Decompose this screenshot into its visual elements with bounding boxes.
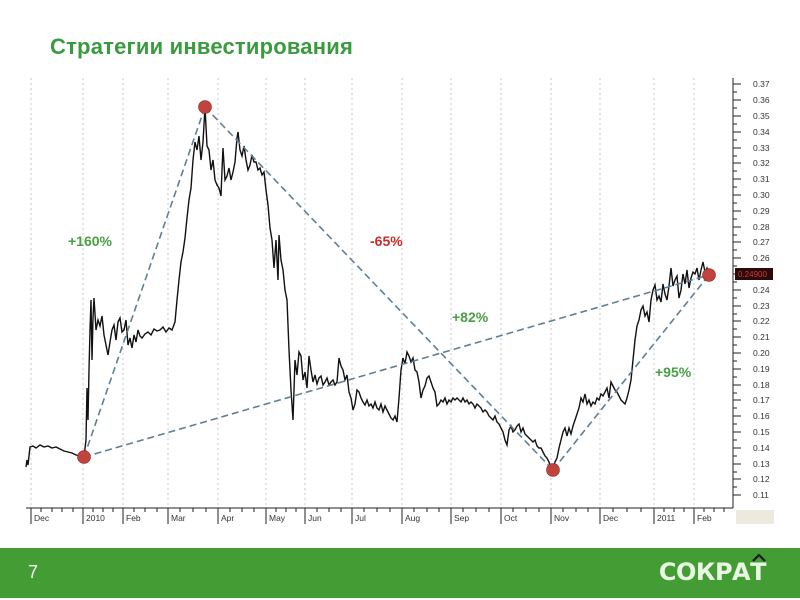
svg-text:2010: 2010 xyxy=(86,513,105,523)
svg-text:0.34: 0.34 xyxy=(753,127,770,137)
svg-text:Feb: Feb xyxy=(126,513,141,523)
svg-text:May: May xyxy=(269,513,286,523)
svg-text:0.20: 0.20 xyxy=(753,348,770,358)
svg-text:Jul: Jul xyxy=(355,513,366,523)
svg-text:0.21: 0.21 xyxy=(753,332,770,342)
svg-text:0.29: 0.29 xyxy=(753,206,770,216)
slide-title: Стратегии инвестирования xyxy=(50,34,353,59)
annotation-plus-95: +95% xyxy=(655,364,692,380)
svg-text:0.32: 0.32 xyxy=(753,158,770,168)
marker-low-nov2010 xyxy=(546,463,560,477)
svg-text:2011: 2011 xyxy=(657,513,676,523)
svg-text:0.22: 0.22 xyxy=(753,316,770,326)
svg-text:0.15: 0.15 xyxy=(753,427,770,437)
footer-bar: 7 СОКРАТ xyxy=(0,548,800,598)
svg-text:0.35: 0.35 xyxy=(753,111,770,121)
logo-caret-icon xyxy=(752,554,766,562)
svg-text:0.36: 0.36 xyxy=(753,95,770,105)
price-chart: 0.37 0.36 0.35 0.34 0.33 0.32 0.31 0.30 … xyxy=(25,78,774,524)
axis-corner-box xyxy=(736,510,774,524)
trend-line-160 xyxy=(83,106,206,458)
svg-text:0.27: 0.27 xyxy=(753,237,770,247)
svg-text:0.18: 0.18 xyxy=(753,380,770,390)
svg-text:0.23: 0.23 xyxy=(753,301,770,311)
y-axis-labels: 0.37 0.36 0.35 0.34 0.33 0.32 0.31 0.30 … xyxy=(753,79,770,500)
brand-logo: СОКРАТ xyxy=(658,558,767,586)
svg-text:0.13: 0.13 xyxy=(753,459,770,469)
svg-text:Nov: Nov xyxy=(554,513,570,523)
svg-text:0.37: 0.37 xyxy=(753,79,770,89)
annotation-plus-160: +160% xyxy=(68,233,113,249)
svg-text:0.33: 0.33 xyxy=(753,143,770,153)
trend-line-82 xyxy=(83,274,710,458)
svg-text:0.28: 0.28 xyxy=(753,222,770,232)
svg-text:Feb: Feb xyxy=(697,513,712,523)
marker-end-feb2011 xyxy=(702,268,716,282)
svg-text:0.31: 0.31 xyxy=(753,174,770,184)
trend-lines xyxy=(83,106,710,471)
svg-text:0.24: 0.24 xyxy=(753,285,770,295)
svg-text:Mar: Mar xyxy=(171,513,186,523)
svg-text:0.11: 0.11 xyxy=(753,490,769,500)
svg-text:0.19: 0.19 xyxy=(753,364,770,374)
svg-text:Oct: Oct xyxy=(504,513,518,523)
x-axis-ticks xyxy=(30,508,725,524)
x-axis-labels: Dec 2010 Feb Mar Apr May Jun Jul Aug Sep… xyxy=(34,513,712,523)
svg-text:0.16: 0.16 xyxy=(753,411,770,421)
svg-text:Dec: Dec xyxy=(34,513,50,523)
svg-text:0.14: 0.14 xyxy=(753,443,770,453)
svg-text:0.12: 0.12 xyxy=(753,474,770,484)
trend-line-minus65 xyxy=(204,106,554,471)
y-axis-ticks xyxy=(733,83,741,496)
pivot-markers xyxy=(77,100,716,477)
svg-text:Apr: Apr xyxy=(221,513,234,523)
axes xyxy=(26,78,734,509)
last-price-badge: 0.24900 xyxy=(735,268,773,280)
page-number: 7 xyxy=(28,562,39,582)
svg-text:0.17: 0.17 xyxy=(753,395,770,405)
svg-text:0.24900: 0.24900 xyxy=(738,270,767,279)
annotation-minus-65: -65% xyxy=(370,233,403,249)
trend-line-95 xyxy=(552,274,710,471)
svg-text:0.30: 0.30 xyxy=(753,190,770,200)
svg-text:Jun: Jun xyxy=(308,513,322,523)
price-series xyxy=(25,106,710,471)
svg-text:Dec: Dec xyxy=(603,513,619,523)
marker-peak-mar2010 xyxy=(198,100,212,114)
annotation-plus-82: +82% xyxy=(452,309,489,325)
marker-low-jan2010 xyxy=(77,450,91,464)
svg-text:Aug: Aug xyxy=(405,513,420,523)
svg-text:0.26: 0.26 xyxy=(753,253,770,263)
svg-text:Sep: Sep xyxy=(454,513,469,523)
